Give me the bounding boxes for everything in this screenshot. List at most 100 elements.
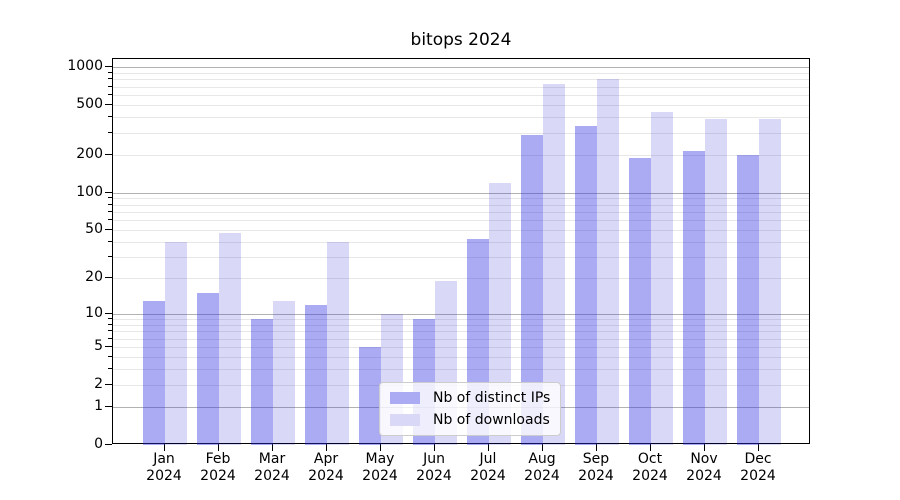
x-tick-year: 2024 — [254, 468, 290, 484]
bar-distinct-ips-aug — [521, 134, 543, 445]
x-tick-year: 2024 — [308, 468, 344, 484]
bar-downloads-feb — [219, 233, 241, 445]
y-tick-label: 0 — [94, 436, 103, 452]
legend-label-distinct-ips: Nb of distinct IPs — [433, 390, 551, 406]
x-tick-mark — [596, 444, 597, 451]
gridline-8 — [113, 324, 809, 326]
y-tick-mark — [105, 153, 112, 155]
bar-downloads-sep — [597, 79, 619, 445]
gridline-900 — [113, 72, 809, 74]
legend-label-downloads: Nb of downloads — [433, 412, 550, 428]
x-tick-month: Jun — [423, 451, 445, 467]
bar-downloads-aug — [543, 84, 565, 445]
x-tick-label: Feb 2024 — [188, 451, 248, 485]
gridline-4 — [113, 356, 809, 358]
gridline-100 — [113, 192, 809, 194]
x-tick-label: Jul 2024 — [458, 451, 518, 485]
y-tick-label: 1 — [94, 398, 103, 415]
gridline-80 — [113, 204, 809, 206]
gridline-800 — [113, 79, 809, 81]
x-tick-month: Mar — [258, 451, 286, 467]
y-tick-label: 5 — [94, 337, 103, 354]
gridline-30 — [113, 257, 809, 259]
gridline-90 — [113, 198, 809, 200]
legend-swatch-downloads — [390, 414, 420, 426]
gridline-3 — [113, 369, 809, 371]
x-tick-month: Nov — [690, 451, 718, 467]
y-tick-mark — [105, 228, 112, 230]
bar-distinct-ips-feb — [197, 293, 219, 445]
y-tick-label: 100 — [76, 183, 103, 200]
y-tick-label: 10 — [85, 304, 103, 321]
x-tick-mark — [326, 444, 327, 451]
gridline-5 — [113, 346, 809, 348]
x-tick-label: Mar 2024 — [242, 451, 302, 485]
x-tick-mark — [758, 444, 759, 451]
x-tick-year: 2024 — [578, 468, 614, 484]
x-tick-month: Jan — [153, 451, 175, 467]
y-tick-mark — [105, 66, 112, 68]
x-tick-year: 2024 — [686, 468, 722, 484]
x-tick-mark — [650, 444, 651, 451]
bar-distinct-ips-apr — [305, 304, 327, 445]
x-tick-mark — [218, 444, 219, 451]
gridline-60 — [113, 220, 809, 222]
y-tick-label: 2 — [94, 375, 103, 392]
y-tick-mark — [105, 312, 112, 314]
chart-title: bitops 2024 — [410, 30, 512, 50]
y-tick-mark — [105, 383, 112, 385]
x-tick-month: Dec — [744, 451, 772, 467]
gridline-300 — [113, 132, 809, 134]
gridline-600 — [113, 95, 809, 96]
x-tick-mark — [704, 444, 705, 451]
bar-distinct-ips-oct — [629, 157, 651, 445]
gridline-6 — [113, 338, 809, 340]
gridline-700 — [113, 86, 809, 88]
x-tick-year: 2024 — [146, 468, 182, 484]
plot-area: Nb of distinct IPs Nb of downloads — [112, 58, 810, 445]
gridline-7 — [113, 331, 809, 333]
bar-downloads-dec — [759, 119, 781, 445]
x-tick-year: 2024 — [362, 468, 398, 484]
y-tick-mark — [105, 444, 112, 445]
y-tick-label: 20 — [85, 269, 103, 286]
legend-entry-distinct-ips: Nb of distinct IPs — [390, 390, 550, 406]
bar-distinct-ips-sep — [575, 126, 597, 445]
x-tick-month: Oct — [637, 451, 663, 467]
x-tick-mark — [272, 444, 273, 451]
bar-downloads-apr — [327, 241, 349, 445]
y-tick-label: 50 — [85, 220, 103, 237]
x-tick-mark — [380, 444, 381, 451]
x-tick-label: Aug 2024 — [512, 451, 572, 485]
y-tick-mark — [105, 103, 112, 105]
gridline-500 — [113, 104, 809, 106]
x-tick-label: Apr 2024 — [296, 451, 356, 485]
bar-distinct-ips-nov — [683, 150, 705, 445]
gridline-70 — [113, 211, 809, 213]
bar-downloads-nov — [705, 119, 727, 445]
gridline-10 — [113, 313, 809, 315]
y-tick-label: 500 — [76, 95, 103, 112]
legend: Nb of distinct IPs Nb of downloads — [379, 382, 562, 436]
bar-downloads-jan — [165, 241, 187, 445]
x-tick-year: 2024 — [632, 468, 668, 484]
x-tick-mark — [488, 444, 489, 451]
x-tick-month: Apr — [313, 451, 339, 467]
y-tick-mark — [105, 345, 112, 347]
bar-distinct-ips-dec — [737, 154, 759, 445]
gridline-20 — [113, 278, 809, 280]
x-tick-month: Feb — [205, 451, 231, 467]
gridline-200 — [113, 154, 809, 156]
y-tick-label: 1000 — [67, 58, 103, 75]
x-tick-label: Dec 2024 — [728, 451, 788, 485]
x-tick-year: 2024 — [416, 468, 452, 484]
x-tick-label: Oct 2024 — [620, 451, 680, 485]
gridline-40 — [113, 241, 809, 243]
y-tick-mark — [105, 406, 112, 408]
bar-distinct-ips-mar — [251, 319, 273, 445]
x-tick-year: 2024 — [740, 468, 776, 484]
x-tick-month: Jul — [479, 451, 497, 467]
bar-distinct-ips-jan — [143, 300, 165, 445]
x-tick-mark — [434, 444, 435, 451]
legend-swatch-distinct-ips — [390, 392, 420, 404]
